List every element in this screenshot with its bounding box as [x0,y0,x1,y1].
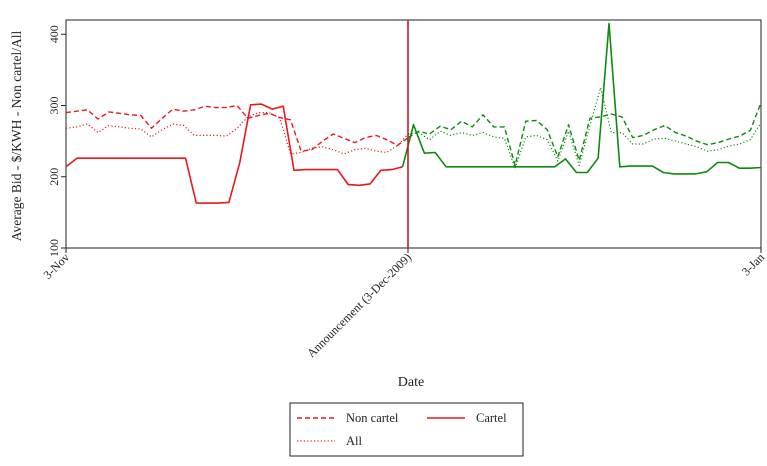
series-line-cartel-after [401,22,762,175]
x-tick-label: 3-Jan [739,250,767,278]
legend: Non cartel Cartel All [289,402,524,457]
y-tick-label: 300 [47,97,61,115]
legend-label-all: All [346,434,363,448]
series-line-all-after [408,87,762,169]
series-lines [65,22,762,204]
plot-area: 100 200 300 400 3-Nov Announcement (3-Dec-20… [41,19,767,360]
legend-label-non-cartel: Non cartel [346,411,399,425]
y-axis-ticks: 100 200 300 400 [47,25,66,257]
y-tick-label: 200 [47,168,61,186]
y-tick-label: 400 [47,25,61,43]
series-line-cartel-before [65,103,403,204]
x-axis-ticks: 3-Nov Announcement (3-Dec-2009) 3-Jan [41,248,767,360]
y-axis-label: Average Bid - $/KWH - Non cartel/All [9,31,24,242]
x-tick-label: 3-Nov [41,250,73,282]
series-line-non-cartel-after [407,102,762,167]
plot-frame [65,19,762,249]
y-tick-label: 100 [47,239,61,257]
series-line-non-cartel-before [65,104,409,152]
x-axis-label: Date [398,375,424,390]
x-tick-label: Announcement (3-Dec-2009) [304,250,414,360]
legend-box [289,402,524,457]
legend-label-cartel: Cartel [476,411,507,425]
series-line-all-before [65,111,409,155]
